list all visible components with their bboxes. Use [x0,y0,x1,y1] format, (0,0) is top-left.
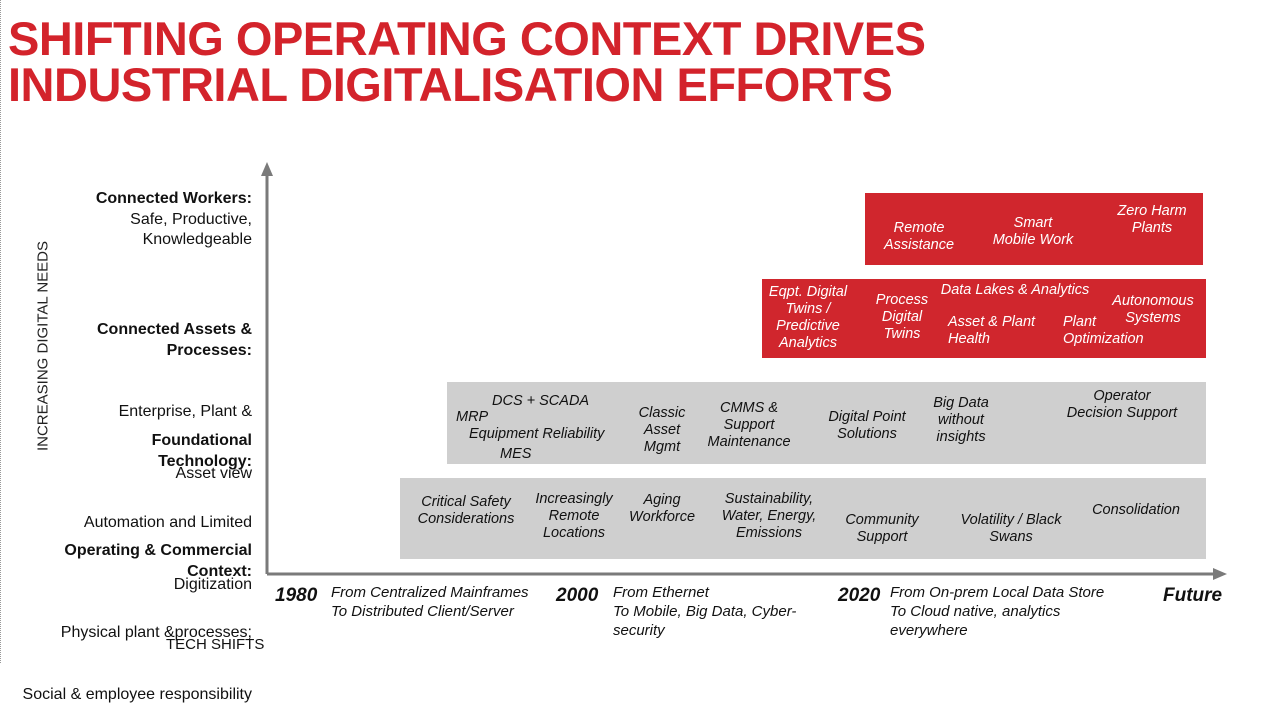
band-item: Increasingly Remote Locations [535,491,613,541]
band-item: Equipment Reliability [469,426,605,442]
band-item: Community Support [845,512,919,545]
category-title: Connected Workers: [95,190,252,207]
year-1980: 1980 [275,585,318,606]
tech-shift-2020: From On-prem Local Data Store To Cloud n… [890,584,1105,639]
band-item: Plant Optimization [1063,314,1144,347]
band-item: Process Digital Twins [875,292,929,342]
band-item: Remote Assistance [883,220,955,253]
band-item: Aging Workforce [628,492,696,525]
page-title: SHIFTING OPERATING CONTEXT DRIVES INDUST… [8,12,926,111]
category-desc: Digitization [173,575,252,593]
band-item: Autonomous Systems [1112,293,1194,326]
tech-shift-2000: From Ethernet To Mobile, Big Data, Cyber… [613,584,797,639]
band-operating-context: Critical Safety Considerations Increasin… [400,478,1206,559]
category-connected-workers: Connected Workers: Safe, Productive, Kno… [96,189,252,251]
band-item: Eqpt. Digital Twins / Predictive Analyti… [768,284,848,351]
category-desc: Enterprise, Plant & [118,403,252,420]
category-desc: Knowledgeable [142,231,252,248]
category-desc: Social & employee responsibility [22,685,252,703]
category-title: Operating & Commercial Context: [64,542,252,580]
year-2020: 2020 [838,585,881,606]
band-item: DCS + SCADA [492,393,590,409]
band-item: Zero Harm Plants [1117,203,1187,236]
band-item: Data Lakes & Analytics [940,282,1090,298]
band-item: Operator Decision Support [1066,388,1178,421]
band-item: Classic Asset Mgmt [638,405,686,455]
x-axis-arrow [1213,568,1227,580]
category-title: Connected Assets & Processes: [97,321,252,359]
category-foundational-technology: Foundational Technology: Automation and … [84,390,252,616]
category-desc: Physical plant &processes; [60,624,252,641]
band-item: MES [500,446,532,462]
band-item: Sustainability, Water, Energy, Emissions [721,491,817,541]
band-item: Consolidation [1092,502,1180,518]
tech-shift-1980: From Centralized Mainframes To Distribut… [331,584,529,620]
category-title: Foundational Technology: [151,432,252,470]
page-left-rule [0,0,1,663]
band-item: Digital Point Solutions [828,409,906,442]
category-operating-context: Operating & Commercial Context: Physical… [23,500,252,726]
title-line-2: INDUSTRIAL DIGITALISATION EFFORTS [8,58,893,111]
band-item: Asset & Plant Health [948,314,1036,347]
x-axis-label: TECH SHIFTS [166,636,265,653]
y-axis-arrow [261,162,273,176]
band-item: Smart Mobile Work [992,215,1074,248]
year-future: Future [1163,585,1223,606]
category-connected-assets: Connected Assets & Processes: Enterprise… [97,279,252,505]
band-item: CMMS & Support Maintenance [707,400,791,450]
year-2000: 2000 [556,585,599,606]
band-item: Big Data without insights [933,395,989,445]
title-line-1: SHIFTING OPERATING CONTEXT DRIVES [8,12,926,65]
band-item: MRP [456,409,489,425]
band-connected-workers: Remote Assistance Smart Mobile Work Zero… [865,193,1203,265]
band-foundational-technology: DCS + SCADA MRP Equipment Reliability ME… [447,382,1206,464]
category-desc: Safe, Productive, [130,210,252,228]
band-item: Volatility / Black Swans [960,512,1062,545]
category-desc: Asset view [175,464,252,482]
band-connected-assets: Eqpt. Digital Twins / Predictive Analyti… [762,279,1206,358]
category-desc: Automation and Limited [83,514,252,531]
band-item: Critical Safety Considerations [417,494,515,527]
axes [261,162,1227,580]
